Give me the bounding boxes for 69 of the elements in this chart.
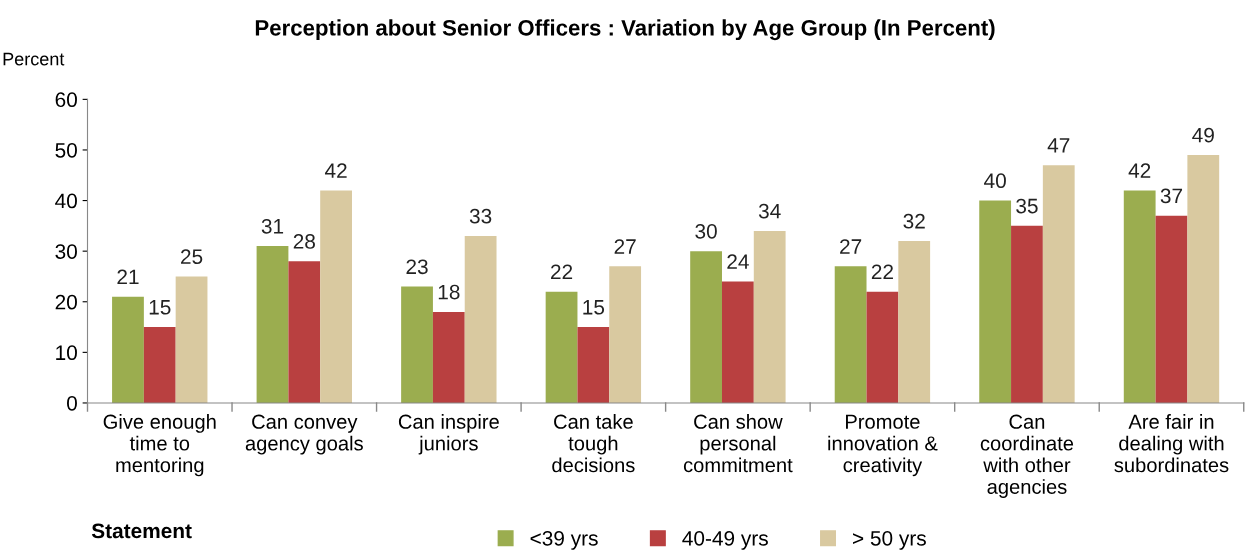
data-label: 32: [903, 213, 925, 229]
data-label: 18: [438, 284, 460, 300]
data-label: 25: [181, 249, 203, 265]
data-label: 33: [469, 208, 492, 224]
data-label: 37: [1160, 188, 1183, 204]
bar: [1011, 225, 1043, 403]
data-label: 30: [695, 223, 717, 239]
x-tick-label: Are fair in dealing with subordinates: [1114, 414, 1229, 473]
data-label: 27: [614, 239, 636, 254]
data-label: 49: [1192, 127, 1214, 143]
bar: [143, 327, 176, 403]
x-tick-label: Can inspire juniors: [398, 414, 499, 455]
bar: [256, 246, 289, 403]
y-tick-label: 0: [67, 395, 77, 411]
data-label: 23: [406, 259, 428, 275]
data-label: 15: [149, 300, 171, 315]
bar: [1155, 215, 1188, 403]
bar: [1187, 155, 1220, 403]
bar: [834, 266, 867, 403]
bar: [753, 230, 786, 403]
bar: [288, 261, 321, 403]
data-label: 22: [551, 264, 573, 279]
bar: [1123, 190, 1156, 403]
bar: [898, 241, 931, 403]
x-tick-label: Can show personal commitment: [683, 414, 793, 473]
bar: [464, 235, 497, 403]
legend-label: 40-49 yrs: [682, 530, 768, 550]
legend-label: > 50 yrs: [853, 530, 926, 550]
y-tick-label: 10: [56, 345, 77, 361]
data-label: 27: [840, 239, 862, 254]
data-label: 15: [583, 300, 605, 315]
y-tick-label: 60: [55, 92, 77, 108]
bar: [979, 200, 1012, 403]
bar: [175, 276, 208, 403]
bar: [401, 286, 433, 403]
y-tick-label: 20: [55, 294, 77, 310]
x-tick-label: Can convey agency goals: [245, 414, 363, 455]
y-axis-title: Percent: [3, 52, 65, 66]
data-label: 28: [293, 234, 315, 249]
bar: [690, 251, 722, 403]
chart-title: Perception about Senior Officers : Variation by Age Group (In Percent): [255, 19, 995, 41]
bar: [866, 291, 899, 403]
bar: [320, 190, 352, 403]
data-label: 40: [984, 173, 1006, 189]
data-label: 31: [261, 218, 284, 234]
data-label: 34: [758, 203, 781, 219]
x-tick-label: Give enough time to mentoring: [103, 414, 216, 477]
data-label: 47: [1047, 138, 1070, 153]
bar: [577, 327, 610, 403]
x-axis-title: Statement: [91, 523, 192, 539]
y-tick-label: 40: [55, 193, 77, 209]
legend-label: <39 yrs: [530, 530, 598, 550]
data-label: 24: [727, 254, 749, 269]
x-tick-label: Can take tough decisions: [552, 414, 635, 473]
data-label: 42: [324, 163, 347, 178]
data-label: 22: [871, 264, 893, 279]
y-tick-label: 50: [55, 142, 77, 158]
y-tick-label: 30: [55, 244, 77, 259]
bar: [112, 296, 144, 403]
data-label: 42: [1128, 163, 1151, 178]
x-tick-label: Can coordinate with other agencies: [980, 414, 1074, 498]
x-tick-label: Promote innovation & creativity: [828, 414, 938, 477]
bar: [545, 291, 578, 403]
data-label: 21: [117, 269, 139, 285]
bar: [1042, 165, 1075, 403]
bar: [432, 311, 465, 403]
bar: [609, 266, 642, 403]
bar: [721, 281, 754, 403]
data-label: 35: [1016, 198, 1038, 214]
